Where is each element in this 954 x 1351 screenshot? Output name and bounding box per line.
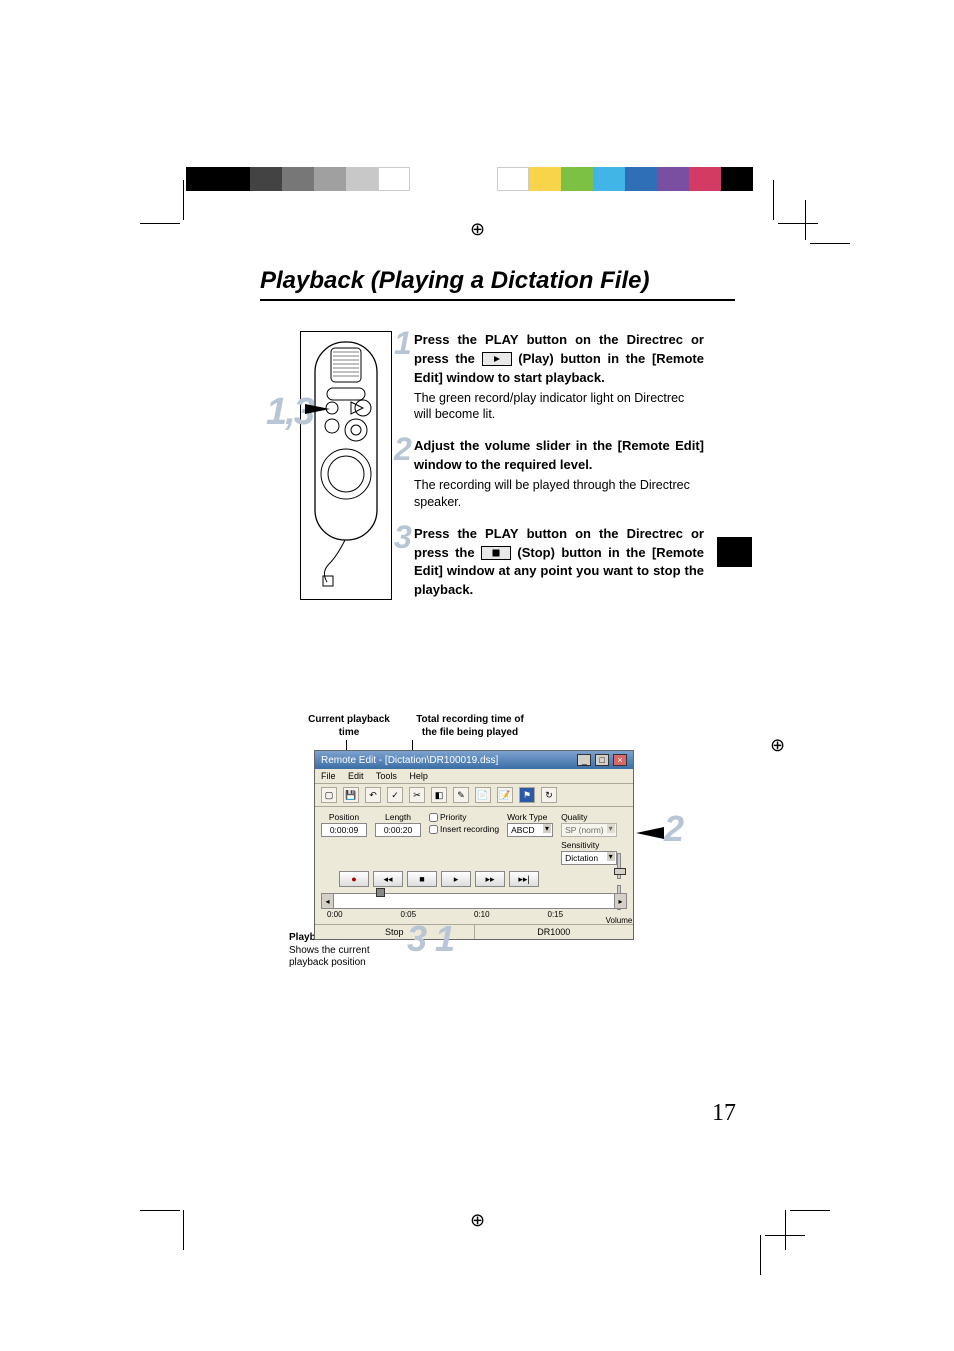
step-number: 2 [394, 431, 412, 468]
caption-length: Total recording time ofthe file being pl… [390, 714, 550, 739]
step-3: 3 Press the PLAY button on the Directrec… [414, 525, 704, 600]
timeline-labels: 0:00 0:05 0:10 0:15 [321, 909, 627, 920]
color-bars-right [497, 167, 753, 191]
step-2-title: Adjust the volume slider in the [Remote … [414, 437, 704, 475]
step-number: 1 [394, 325, 412, 362]
directrec-remote-svg [307, 338, 385, 588]
sensitivity-label: Sensitivity [561, 840, 617, 850]
position-value: 0:00:09 [321, 823, 367, 837]
playback-slider-handle[interactable] [376, 888, 385, 897]
insert-recording-checkbox[interactable]: Insert recording [429, 824, 499, 834]
window-titlebar: Remote Edit - [Dictation\DR100019.dss] _… [315, 751, 633, 769]
maximize-button[interactable]: □ [595, 754, 609, 766]
chapter-tab [717, 537, 752, 567]
save-icon[interactable]: 💾 [343, 787, 359, 803]
color-bars-left [186, 167, 410, 191]
registration-mark: ⊕ [770, 735, 785, 756]
tool-icon[interactable]: ◧ [431, 787, 447, 803]
transport-controls: ● ◂◂ ■ ▸ ▸▸ ▸▸| [321, 871, 627, 887]
arrow-icon [636, 827, 664, 839]
position-field: Position 0:00:09 [321, 812, 367, 837]
menu-help[interactable]: Help [409, 771, 428, 781]
tool-icon[interactable]: 📄 [475, 787, 491, 803]
stop-button-icon [481, 546, 511, 560]
stop-button[interactable]: ■ [407, 871, 437, 887]
length-value: 0:00:20 [375, 823, 421, 837]
window-title: Remote Edit - [Dictation\DR100019.dss] [321, 755, 498, 766]
step-1: 1 Press the PLAY button on the Directrec… [414, 331, 704, 423]
worktype-label: Work Type [507, 812, 553, 822]
check-icon[interactable]: ✓ [387, 787, 403, 803]
toolbar: ▢ 💾 ↶ ✓ ✂ ◧ ✎ 📄 📝 ⚑ ↻ [315, 784, 633, 807]
worktype-dropdown[interactable]: ABCD [507, 823, 553, 837]
timeline[interactable]: ▸ ◂ [321, 893, 627, 909]
page-heading: Playback (Playing a Dictation File) [260, 267, 735, 301]
registration-mark: ⊕ [470, 219, 485, 240]
scroll-left-icon[interactable]: ◂ [322, 894, 334, 908]
close-button[interactable]: × [613, 754, 627, 766]
page-number: 17 [712, 1100, 736, 1127]
status-right: DR1000 [475, 925, 634, 939]
remote-illustration: 1,3 [260, 331, 392, 614]
step-2-body: The recording will be played through the… [414, 477, 704, 511]
ff-button[interactable]: ▸▸ [475, 871, 505, 887]
remote-edit-window: Remote Edit - [Dictation\DR100019.dss] _… [314, 750, 634, 940]
arrow-icon [305, 404, 330, 414]
callout-number-3: 3 [407, 918, 427, 960]
menu-file[interactable]: File [321, 771, 336, 781]
step-3-title: Press the PLAY button on the Directrec o… [414, 525, 704, 600]
tool-icon[interactable]: ⚑ [519, 787, 535, 803]
step-1-body: The green record/play indicator light on… [414, 390, 704, 424]
quality-label: Quality [561, 812, 617, 822]
step-number: 3 [394, 519, 412, 556]
skip-button[interactable]: ▸▸| [509, 871, 539, 887]
length-field: Length 0:00:20 [375, 812, 421, 837]
scroll-right-icon[interactable]: ▸ [614, 894, 626, 908]
undo-icon[interactable]: ↶ [365, 787, 381, 803]
volume-label: Volume [606, 916, 633, 925]
callout-number-1: 1 [435, 918, 455, 960]
menu-edit[interactable]: Edit [348, 771, 364, 781]
record-button[interactable]: ● [339, 871, 369, 887]
tool-icon[interactable]: ✎ [453, 787, 469, 803]
rewind-button[interactable]: ◂◂ [373, 871, 403, 887]
step-2: 2 Adjust the volume slider in the [Remot… [414, 437, 704, 510]
tool-icon[interactable]: 📝 [497, 787, 513, 803]
refresh-icon[interactable]: ↻ [541, 787, 557, 803]
new-icon[interactable]: ▢ [321, 787, 337, 803]
status-bar: Stop DR1000 [315, 924, 633, 939]
callout-number-2: 2 [664, 808, 684, 850]
menubar[interactable]: File Edit Tools Help [315, 769, 633, 784]
registration-mark: ⊕ [470, 1210, 485, 1231]
menu-tools[interactable]: Tools [376, 771, 397, 781]
play-button[interactable]: ▸ [441, 871, 471, 887]
step-1-title: Press the PLAY button on the Directrec o… [414, 331, 704, 388]
minimize-button[interactable]: _ [577, 754, 591, 766]
quality-dropdown[interactable]: SP (norm) [561, 823, 617, 837]
priority-checkbox[interactable]: Priority [429, 812, 499, 822]
volume-slider[interactable] [617, 853, 621, 879]
play-button-icon [482, 352, 512, 366]
cut-icon[interactable]: ✂ [409, 787, 425, 803]
